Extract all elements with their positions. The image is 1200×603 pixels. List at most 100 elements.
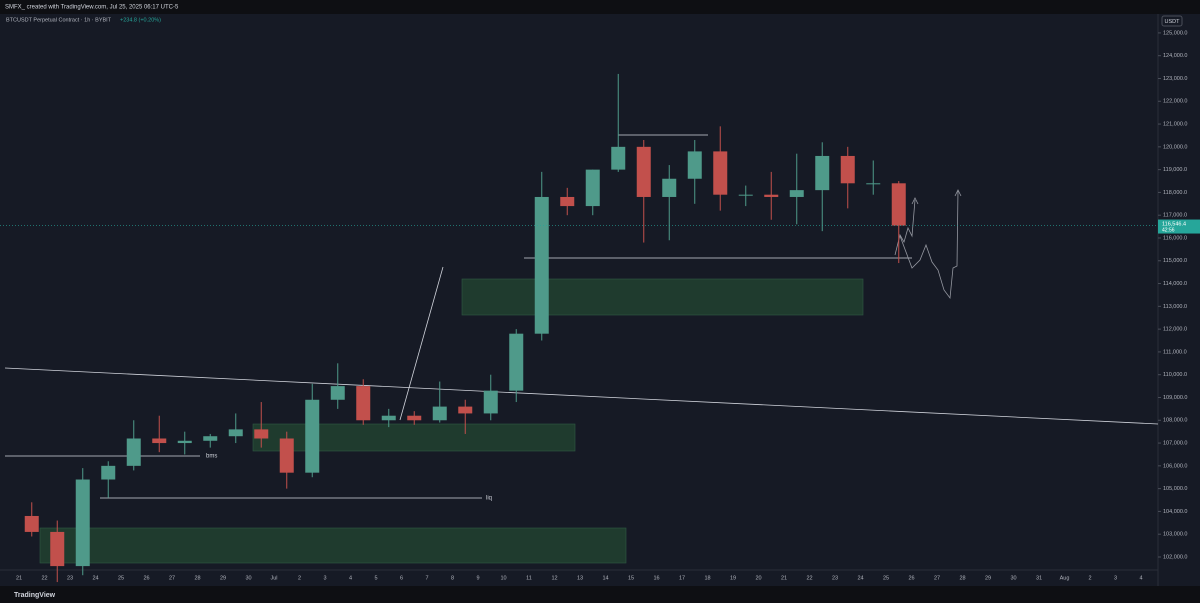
- y-tick-label: 123,000.0: [1163, 76, 1187, 82]
- candle-body: [432, 406, 447, 421]
- y-tick-label: 110,000.0: [1163, 372, 1187, 378]
- candle-body: [738, 194, 753, 196]
- y-tick-label: 122,000.0: [1163, 99, 1187, 105]
- y-tick-label: 118,000.0: [1163, 190, 1187, 196]
- projection-arrow: [954, 189, 962, 197]
- x-tick-label: 2: [1088, 575, 1091, 581]
- candle-body: [509, 333, 524, 391]
- y-tick-label: 107,000.0: [1163, 441, 1187, 447]
- x-tick-label: 31: [1036, 575, 1042, 581]
- annotation: liq: [486, 496, 492, 502]
- candle-body: [305, 399, 320, 473]
- candle-body: [50, 531, 65, 567]
- candle-body: [636, 146, 651, 197]
- bottom-bar: [0, 586, 1200, 603]
- candle-body: [101, 465, 116, 480]
- unit-box: [1161, 15, 1183, 27]
- x-tick-label: 20: [755, 575, 761, 581]
- y-tick-label: 103,000.0: [1163, 532, 1187, 538]
- y-tick-label: 114,000.0: [1163, 281, 1187, 287]
- x-tick-label: 17: [679, 575, 685, 581]
- unit-label: USDT: [1165, 19, 1181, 25]
- ticks: [1158, 32, 1161, 558]
- trend-line: [4, 367, 1159, 425]
- x-tick-label: 21: [16, 575, 22, 581]
- candle-body: [126, 438, 141, 466]
- candle-body: [458, 406, 473, 414]
- zone: [252, 423, 576, 452]
- zone: [39, 527, 627, 564]
- x-tick-label: 23: [67, 575, 73, 581]
- x-tick-label: Aug: [1060, 575, 1070, 581]
- candle-body: [585, 169, 600, 207]
- x-tick-label: 4: [349, 575, 352, 581]
- legend-change: +234.8 (+0.20%): [120, 17, 161, 23]
- candle-body: [534, 196, 549, 334]
- candle-body: [356, 386, 371, 421]
- x-tick-label: 26: [143, 575, 149, 581]
- candle-body: [228, 429, 243, 437]
- candle-body: [662, 178, 677, 197]
- countdown: 42:56: [1162, 227, 1175, 233]
- x-tick-label: 22: [41, 575, 47, 581]
- last-price-label: 116,546.4: [1162, 221, 1186, 227]
- y-tick-label: 124,000.0: [1163, 53, 1187, 59]
- x-tick-label: 19: [730, 575, 736, 581]
- x-tick-label: 25: [118, 575, 124, 581]
- y-tick-label: 115,000.0: [1163, 258, 1187, 264]
- y-tick-label: 106,000.0: [1163, 463, 1187, 469]
- x-tick-label: 26: [908, 575, 914, 581]
- x-tick-label: 30: [1010, 575, 1016, 581]
- x-tick-label: 12: [551, 575, 557, 581]
- x-tick-label: Jul: [270, 575, 277, 581]
- drawings: [4, 134, 1159, 564]
- annotation: bms: [206, 454, 217, 460]
- candle-body: [611, 146, 626, 170]
- zone: [461, 278, 864, 316]
- x-tick-label: 27: [934, 575, 940, 581]
- x-tick-label: 28: [194, 575, 200, 581]
- last-price-box: [1158, 219, 1200, 234]
- candle-body: [713, 151, 728, 195]
- x-tick-label: 24: [92, 575, 98, 581]
- candle-body: [764, 194, 779, 197]
- candle-body: [330, 386, 345, 400]
- candle-body: [815, 155, 830, 191]
- candle-body: [254, 429, 269, 439]
- candle-body: [177, 440, 192, 444]
- y-tick-label: 117,000.0: [1163, 213, 1187, 219]
- x-tick-label: 28: [959, 575, 965, 581]
- x-tick-label: 5: [374, 575, 377, 581]
- candle-body: [152, 438, 167, 444]
- candle-body: [483, 390, 498, 414]
- candle-body: [279, 438, 294, 473]
- candle-body: [203, 436, 218, 441]
- candle-body: [381, 415, 396, 421]
- x-tick-label: 30: [245, 575, 251, 581]
- candle-body: [866, 183, 881, 185]
- x-tick-label: 9: [476, 575, 479, 581]
- footer: TradingView: [14, 592, 56, 599]
- x-tick-label: 23: [832, 575, 838, 581]
- x-tick-label: 3: [323, 575, 326, 581]
- y-tick-label: 116,000.0: [1163, 235, 1187, 241]
- legend-symbol: BTCUSDT Perpetual Contract · 1h · BYBIT: [6, 17, 112, 23]
- y-tick-label: 104,000.0: [1163, 509, 1187, 515]
- y-tick-label: 102,000.0: [1163, 554, 1187, 560]
- candle-body: [407, 415, 422, 421]
- y-tick-label: 109,000.0: [1163, 395, 1187, 401]
- x-tick-label: 29: [220, 575, 226, 581]
- y-tick-label: 125,000.0: [1163, 30, 1187, 36]
- x-tick-label: 13: [577, 575, 583, 581]
- x-tick-label: 4: [1139, 575, 1142, 581]
- projection-path: [899, 189, 959, 300]
- candle-body: [75, 479, 90, 567]
- x-tick-label: 6: [400, 575, 403, 581]
- x-tick-label: 21: [781, 575, 787, 581]
- x-tick-label: 7: [425, 575, 428, 581]
- top-bar: [0, 0, 1200, 14]
- candle-body: [560, 196, 575, 207]
- y-tick-label: 120,000.0: [1163, 144, 1187, 150]
- x-tick-label: 10: [500, 575, 506, 581]
- y-tick-label: 105,000.0: [1163, 486, 1187, 492]
